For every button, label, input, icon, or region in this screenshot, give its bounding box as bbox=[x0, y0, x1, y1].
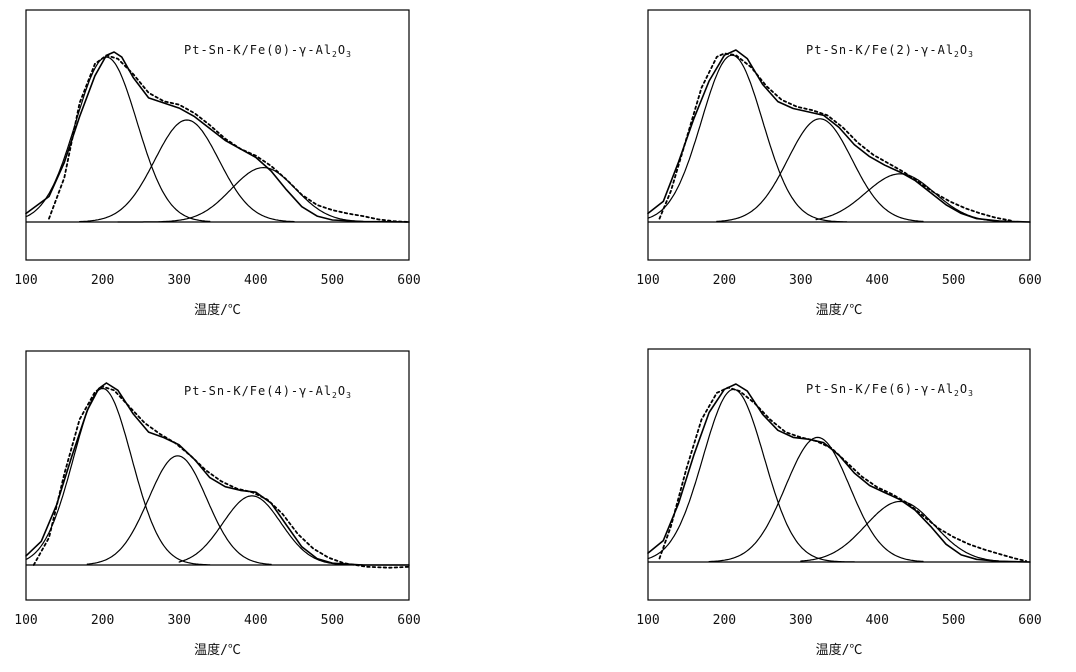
x-tick-label: 500 bbox=[321, 613, 344, 628]
x-tick-label: 200 bbox=[713, 613, 736, 628]
x-axis-label: 温度/℃ bbox=[194, 642, 241, 658]
chart-panel-2: 100 200 300 400 500 600 温度/℃ Pt-Sn-K/Fe(4)-γ-Al… bbox=[14, 350, 421, 658]
series-fit-sum-1 bbox=[658, 386, 1028, 562]
x-tick-label: 100 bbox=[14, 273, 37, 288]
x-tick-label: 300 bbox=[167, 273, 190, 288]
x-tick-label: 100 bbox=[14, 613, 37, 628]
series-component-4 bbox=[178, 495, 364, 566]
series-fit-sum-1 bbox=[32, 385, 410, 569]
chart-title: Pt-Sn-K/Fe(4)-γ-Al2O3 bbox=[184, 384, 352, 400]
series-measured-0 bbox=[25, 51, 410, 223]
x-tick-label: 300 bbox=[167, 613, 190, 628]
plot-frame bbox=[647, 348, 1031, 601]
x-tick-label: 400 bbox=[244, 613, 267, 628]
series-fit-sum-1 bbox=[48, 54, 410, 223]
series-component-2 bbox=[647, 388, 855, 563]
series-component-4 bbox=[815, 173, 1016, 223]
x-tick-label: 200 bbox=[91, 273, 114, 288]
x-tick-label: 600 bbox=[397, 613, 420, 628]
x-axis-label: 温度/℃ bbox=[816, 302, 863, 318]
series-component-2 bbox=[25, 387, 211, 566]
x-axis-label: 温度/℃ bbox=[194, 302, 241, 318]
chart-title: Pt-Sn-K/Fe(6)-γ-Al2O3 bbox=[806, 382, 974, 398]
series-fit-sum-1 bbox=[658, 52, 1012, 222]
x-tick-label: 300 bbox=[789, 273, 812, 288]
x-tick-label: 500 bbox=[321, 273, 344, 288]
series-component-2 bbox=[25, 56, 211, 222]
series-measured-0 bbox=[647, 49, 1031, 223]
chart-title: Pt-Sn-K/Fe(2)-γ-Al2O3 bbox=[806, 43, 974, 59]
x-tick-label: 300 bbox=[789, 613, 812, 628]
series-component-3 bbox=[79, 119, 295, 223]
x-tick-label: 100 bbox=[636, 273, 659, 288]
series-component-4 bbox=[800, 500, 1016, 563]
x-tick-label: 400 bbox=[865, 273, 888, 288]
x-tick-label: 600 bbox=[397, 273, 420, 288]
chart-title: Pt-Sn-K/Fe(0)-γ-Al2O3 bbox=[184, 43, 352, 59]
chart-panel-3: 100 200 300 400 500 600 温度/℃ Pt-Sn-K/Fe(6)-γ-Al… bbox=[636, 348, 1042, 658]
plot-frame bbox=[25, 350, 410, 601]
plot-frame bbox=[25, 9, 410, 261]
series-component-3 bbox=[716, 118, 924, 222]
x-axis-label: 温度/℃ bbox=[816, 642, 863, 658]
x-tick-label: 400 bbox=[865, 613, 888, 628]
series-component-3 bbox=[86, 455, 272, 565]
x-tick-label: 600 bbox=[1018, 273, 1041, 288]
x-tick-label: 500 bbox=[942, 273, 965, 288]
x-tick-label: 200 bbox=[713, 273, 736, 288]
series-component-4 bbox=[117, 167, 379, 223]
x-tick-label: 500 bbox=[942, 613, 965, 628]
series-measured-0 bbox=[647, 383, 1031, 563]
plot-frame bbox=[647, 9, 1031, 261]
series-component-2 bbox=[647, 54, 848, 223]
series-component-3 bbox=[708, 436, 924, 563]
x-tick-label: 200 bbox=[91, 613, 114, 628]
chart-panel-1: 100 200 300 400 500 600 温度/℃ Pt-Sn-K/Fe(2)-γ-Al… bbox=[636, 9, 1042, 318]
x-tick-label: 400 bbox=[244, 273, 267, 288]
chart-panel-0: 100 200 300 400 500 600 温度/℃ Pt-Sn-K/Fe(0)-γ-Al… bbox=[14, 9, 421, 318]
series-measured-0 bbox=[25, 382, 410, 566]
x-tick-label: 100 bbox=[636, 613, 659, 628]
x-tick-label: 600 bbox=[1018, 613, 1041, 628]
